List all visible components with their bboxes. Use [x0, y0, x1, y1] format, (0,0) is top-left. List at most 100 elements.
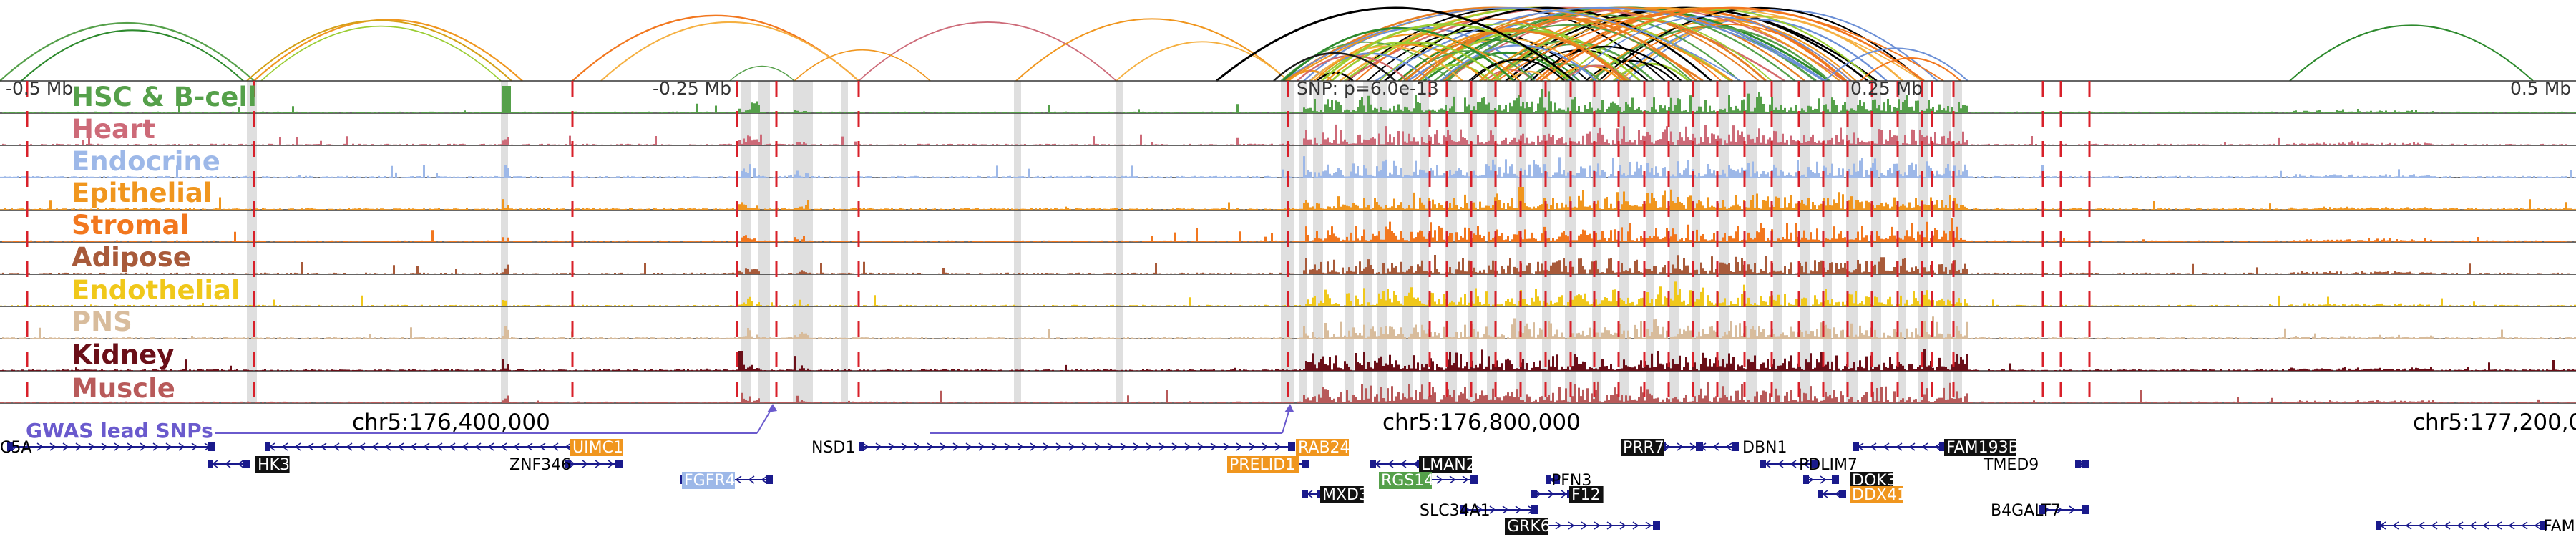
svg-text:DDX41: DDX41 [1852, 486, 1907, 504]
loop-arc [1508, 70, 1551, 82]
loop-arc [1591, 26, 1830, 82]
gene-label-slc34a1: SLC34A1 [1420, 502, 1491, 520]
gene-model [1818, 490, 1846, 498]
svg-text:HK3: HK3 [258, 456, 290, 474]
loop-arc [253, 19, 523, 82]
svg-text:SLC34A1: SLC34A1 [1420, 502, 1491, 520]
gene-model [7, 442, 215, 451]
svg-text:UIMC1: UIMC1 [572, 439, 623, 457]
gene-label-rab24: RAB24 [1296, 439, 1350, 457]
gene-model [565, 460, 623, 468]
scale-label-plus-0.5: 0.5 Mb [2510, 78, 2571, 99]
loop-arc [260, 25, 502, 82]
coordinate-label-1: chr5:176,400,000 [352, 410, 550, 435]
gwas-lead-snps: GWAS lead SNPs [26, 404, 1294, 442]
loop-arc [1585, 59, 1675, 82]
svg-text:MXD3: MXD3 [1322, 486, 1369, 504]
gene-label-prelid1: PRELID1 [1227, 456, 1299, 474]
loop-arc [1384, 6, 1712, 82]
scale-label-minus-0.25: -0.25 Mb [653, 78, 731, 99]
scale-label-minus-0.5: -0.5 Mb [6, 78, 73, 99]
gene-label-nsd1: NSD1 [811, 439, 855, 457]
gene-model [1531, 490, 1574, 498]
loop-arc [1216, 6, 1575, 82]
gene-label-c5a: C5A [0, 439, 31, 457]
loop-arc [1824, 47, 1968, 82]
loop-arc [2289, 24, 2534, 82]
track-label-endothelial: Endothelial [72, 275, 240, 306]
gene-label-f12: F12 [1569, 486, 1604, 504]
svg-text:DBN1: DBN1 [1742, 439, 1787, 457]
track-signal [0, 124, 2576, 145]
gene-model [1760, 460, 1818, 468]
loop-arc [1015, 18, 1289, 82]
track-label-heart: Heart [72, 114, 155, 145]
gene-model [1853, 442, 1946, 451]
loop-arc [1331, 41, 1502, 82]
gene-model [1546, 475, 1560, 484]
loop-arc [1367, 29, 1589, 82]
loop-arc [21, 29, 244, 82]
chromatin-loop-arcs [0, 6, 2534, 82]
red-dashed-markers [26, 81, 2091, 403]
loop-arc [1116, 41, 1289, 82]
svg-text:C5A: C5A [0, 439, 31, 457]
gene-label-pdlim7: PDLIM7 [1799, 456, 1858, 474]
track-label-adipose: Adipose [72, 242, 191, 273]
svg-text:ZNF346: ZNF346 [509, 456, 571, 474]
track-label-kidney: Kidney [72, 339, 174, 370]
loop-arc [1440, 44, 1597, 82]
gene-model [2075, 460, 2089, 468]
snp-pvalue-label: SNP: p=6.0e-13 [1297, 78, 1439, 99]
loop-arc [1281, 7, 1741, 82]
gwas-snp-marker-1 [767, 404, 777, 412]
gene-model [265, 442, 587, 451]
gwas-label: GWAS lead SNPs [26, 419, 213, 442]
scale-label-plus-0.25: 0.25 Mb [1850, 78, 1923, 99]
loop-arc [600, 21, 859, 82]
gene-model [2376, 521, 2547, 530]
svg-text:PDLIM7: PDLIM7 [1799, 456, 1858, 474]
track-label-endocrine: Endocrine [72, 146, 220, 177]
track-label-epithelial: Epithelial [72, 178, 213, 208]
gene-model [1696, 442, 1739, 451]
gene-label-hk3: HK3 [255, 456, 290, 474]
gene-label-tmed9: TMED9 [1983, 456, 2039, 474]
loop-arc [1404, 29, 1626, 82]
loop-arc [0, 22, 255, 82]
gene-label-lman2: LMAN2 [1419, 456, 1476, 474]
loop-arc [1313, 33, 1521, 82]
loop-arc [1496, 7, 1944, 82]
gene-label-fgfr4: FGFR4 [682, 472, 736, 490]
gene-label-grk6: GRK6 [1505, 518, 1551, 536]
svg-text:FAM1: FAM1 [2543, 518, 2576, 536]
coordinate-label-3: chr5:177,200,00 [2413, 410, 2576, 435]
loop-arc [246, 19, 512, 82]
track-label-stromal: Stromal [72, 210, 189, 241]
loop-arc [1419, 64, 1491, 82]
track-label-hsc-bcell: HSC & B-cell [72, 82, 257, 112]
loop-arc [1860, 57, 1961, 82]
svg-text:TMED9: TMED9 [1983, 456, 2039, 474]
loop-arc [794, 49, 931, 82]
gene-label-rgs14: RGS14 [1379, 472, 1434, 490]
gene-label-fam1: FAM1 [2543, 518, 2576, 536]
loop-arc [729, 65, 795, 82]
gene-model [208, 460, 250, 468]
svg-text:F12: F12 [1571, 486, 1601, 504]
svg-text:RGS14: RGS14 [1381, 472, 1434, 490]
svg-text:FGFR4: FGFR4 [684, 472, 736, 490]
track-label-muscle: Muscle [72, 373, 175, 404]
loop-arc [1568, 16, 1851, 82]
gene-label-mxd3: MXD3 [1320, 486, 1369, 504]
svg-text:FAM193B: FAM193B [1946, 439, 2019, 457]
svg-text:GRK6: GRK6 [1507, 518, 1551, 536]
svg-text:PRELID1: PRELID1 [1229, 456, 1295, 474]
svg-text:NSD1: NSD1 [811, 439, 855, 457]
svg-text:LMAN2: LMAN2 [1421, 456, 1476, 474]
gene-model [1538, 521, 1660, 530]
svg-text:B4GALT7: B4GALT7 [1991, 502, 2061, 520]
gene-model [2039, 505, 2089, 514]
